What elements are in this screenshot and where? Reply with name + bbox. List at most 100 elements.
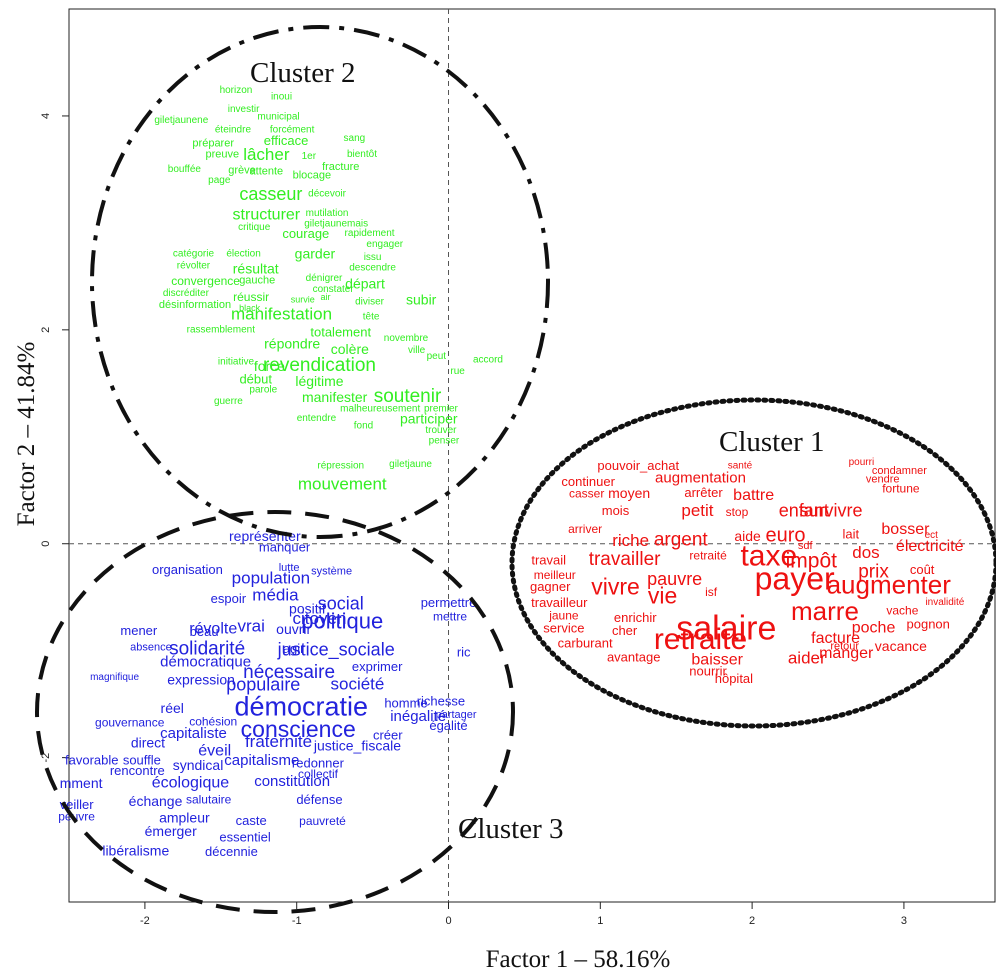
word-point: positif xyxy=(289,601,326,617)
cluster-3-label: Cluster 3 xyxy=(458,813,564,845)
word-point: mener xyxy=(120,623,158,638)
word-point: dos xyxy=(852,543,879,562)
word-point: giletjaunene xyxy=(154,115,208,126)
cluster-3-outline xyxy=(35,510,515,914)
word-point: système xyxy=(311,565,352,577)
word-point: essentiel xyxy=(219,829,270,844)
word-point: lait xyxy=(842,527,859,542)
word-point: travailleur xyxy=(531,595,588,610)
word-point: solidarité xyxy=(169,639,245,660)
word-point: colère xyxy=(331,341,369,357)
word-point: mois xyxy=(602,503,630,518)
word-point: nécessaire xyxy=(243,662,335,683)
word-point: forcément xyxy=(270,124,315,135)
word-point: ouvrir xyxy=(276,621,311,637)
y-tick-label: 4 xyxy=(40,113,52,119)
word-point: malheureusement xyxy=(340,404,420,415)
word-point: caste xyxy=(236,813,267,828)
word-point: marre xyxy=(791,596,859,626)
word-point: casseur xyxy=(239,184,302,204)
word-point: syndical xyxy=(173,757,224,773)
word-point: critique xyxy=(238,222,271,233)
word-point: sdf xyxy=(798,540,814,552)
word-point: isf xyxy=(705,585,718,599)
word-point: impôt xyxy=(786,549,838,572)
word-point: éteindre xyxy=(215,124,252,135)
word-point: légitime xyxy=(295,373,343,389)
word-point: souffle xyxy=(123,752,161,767)
word-point: preuve xyxy=(206,148,240,160)
word-point: battre xyxy=(733,487,774,504)
word-point: retour xyxy=(830,640,859,652)
word-point: début xyxy=(239,372,272,387)
word-point: manquer xyxy=(259,539,311,554)
word-point: efficace xyxy=(264,133,309,148)
word-point: populaire xyxy=(226,675,300,695)
word-point: créer xyxy=(373,728,403,743)
word-point: garder xyxy=(295,246,336,262)
word-point: désinformation xyxy=(159,299,231,311)
word-point: capitalisme xyxy=(224,752,299,769)
word-point: retraite xyxy=(654,623,747,656)
word-point: investir xyxy=(228,104,260,115)
word-point: inégalité xyxy=(390,708,446,725)
word-point: ect xyxy=(925,530,939,541)
word-point: nourrir xyxy=(689,664,727,679)
word-point: horizon xyxy=(220,85,253,96)
word-point: augmenter xyxy=(827,569,952,599)
y-tick-label: -2 xyxy=(40,753,52,763)
word-point: démocratique xyxy=(160,653,251,670)
word-point: pauvre xyxy=(647,569,702,589)
word-point: capitaliste xyxy=(160,725,227,742)
word-point: premier xyxy=(424,404,459,415)
word-point: salutaire xyxy=(186,793,232,807)
word-point: décevoir xyxy=(308,189,346,200)
word-point: vrai xyxy=(237,617,264,636)
word-point: attente xyxy=(250,165,284,177)
word-point: enfant xyxy=(779,500,829,520)
word-point: beau xyxy=(190,624,219,639)
word-point: mment xyxy=(60,775,103,791)
word-point: justice_sociale xyxy=(277,639,395,660)
word-point: libéralisme xyxy=(102,842,169,858)
word-point: accord xyxy=(473,354,503,365)
word-point: poche xyxy=(852,619,896,636)
x-axis-title: Factor 1 – 58.16% xyxy=(485,946,671,973)
word-point: peut xyxy=(427,351,447,362)
word-point: ric xyxy=(457,644,471,659)
word-point: taxe xyxy=(740,540,797,573)
word-point: salaire xyxy=(676,609,776,647)
word-point: inoui xyxy=(271,91,292,102)
word-point: absence xyxy=(130,641,172,653)
word-point: retraité xyxy=(689,549,727,563)
y-tick-label: 2 xyxy=(40,327,52,333)
word-point: 1er xyxy=(302,151,317,162)
word-point: black xyxy=(239,303,261,313)
word-point: arrêter xyxy=(684,485,723,500)
word-point: subir xyxy=(406,292,437,308)
word-point: magnifique xyxy=(90,672,139,683)
word-point: rencontre xyxy=(110,763,165,778)
word-point: argent xyxy=(654,530,709,551)
word-point: continuer xyxy=(561,474,615,489)
word-point: avantage xyxy=(607,650,661,665)
word-point: constitution xyxy=(254,773,330,790)
word-point: éveil xyxy=(198,742,231,759)
word-point: manifester xyxy=(302,389,368,405)
word-point: expression xyxy=(167,671,235,687)
x-tick-label: 3 xyxy=(901,915,907,927)
word-point: gauche xyxy=(239,275,275,287)
word-point: mettre xyxy=(433,610,467,624)
word-point: trouver xyxy=(425,425,457,436)
word-point: révolte xyxy=(189,621,237,638)
word-point: engager xyxy=(366,239,403,250)
word-point: fraternité xyxy=(245,732,312,751)
word-point: petit xyxy=(681,501,713,520)
word-point: décennie xyxy=(205,844,258,859)
word-point: cher xyxy=(612,623,638,638)
word-point: égalité xyxy=(429,718,467,733)
word-point: issu xyxy=(364,252,382,263)
word-point: invalidité xyxy=(925,597,964,608)
word-point: gagner xyxy=(530,579,571,594)
word-point: augmentation xyxy=(655,469,746,486)
